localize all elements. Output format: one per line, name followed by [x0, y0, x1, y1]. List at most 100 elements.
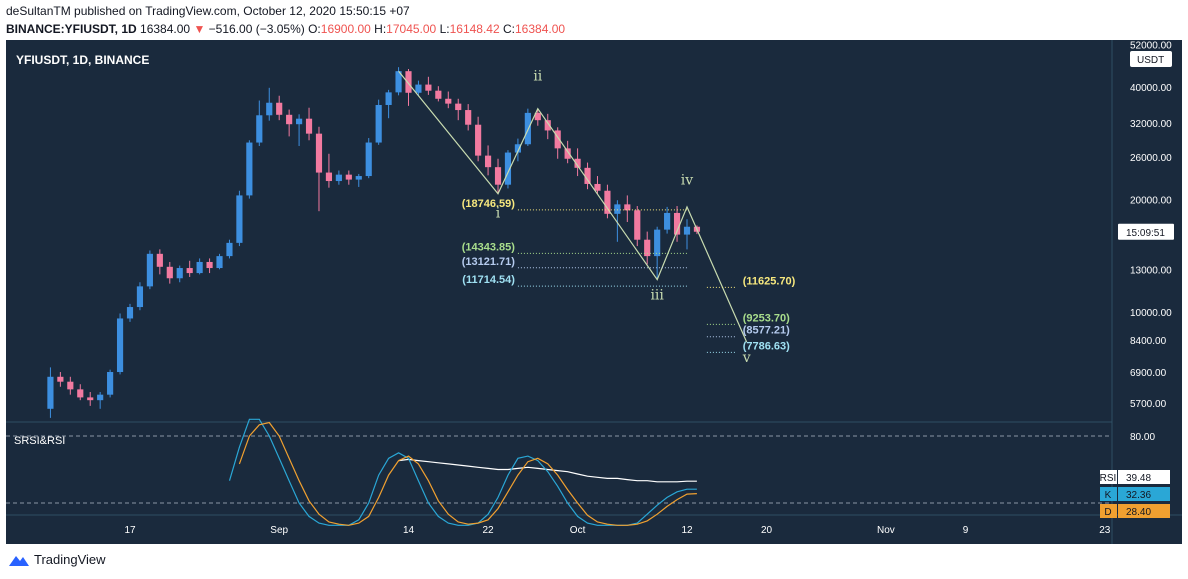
candle-body: [455, 103, 462, 111]
candle-body: [664, 212, 671, 230]
fib-level-label: (13121.71): [462, 256, 516, 268]
current-price-label: 15:09:51: [1126, 228, 1165, 239]
candle-body: [534, 112, 541, 121]
series-name-badge: [1100, 487, 1117, 501]
candle-body: [47, 376, 54, 409]
candle-body: [166, 266, 173, 279]
candle-body: [335, 174, 342, 182]
candle-body: [673, 212, 681, 235]
fib-level-label: (8577.21): [743, 325, 790, 337]
price-tick-label: 6900.00: [1130, 368, 1167, 379]
high-value: 17045.00: [386, 22, 437, 36]
publisher-line: deSultanTM published on TradingView.com,…: [6, 4, 410, 18]
series-name-label: RSI: [1100, 473, 1117, 484]
candle-body: [136, 286, 144, 308]
candle-body: [97, 394, 104, 401]
candle-body: [584, 167, 591, 184]
footer-brand: TradingView: [8, 552, 106, 567]
candle-body: [286, 114, 293, 125]
candle-body: [375, 104, 382, 143]
candle-body: [276, 102, 283, 115]
candle-body: [206, 261, 213, 269]
tradingview-logo-icon: [9, 555, 29, 566]
current-price-badge: [1118, 223, 1174, 240]
series-name-label: D: [1104, 507, 1111, 518]
oscillator-title: SRSI&RSI: [14, 435, 65, 447]
candle-body: [296, 118, 303, 125]
series-name-badge: [1100, 470, 1117, 484]
candle-body: [216, 256, 223, 269]
wave-label: i: [496, 205, 501, 221]
candle-body: [654, 229, 661, 257]
price-unit-label: USDT: [1137, 55, 1164, 66]
candle-body: [604, 190, 611, 214]
candle-body: [624, 204, 631, 211]
candle-body: [445, 98, 452, 104]
candle-body: [176, 268, 183, 279]
price-tick-label: 8400.00: [1130, 336, 1167, 347]
high-label: H:: [374, 22, 387, 36]
wave-label: iv: [681, 173, 693, 189]
time-tick-label: 23: [1099, 525, 1111, 536]
candle-body: [514, 144, 521, 153]
candle-body: [554, 130, 561, 149]
price-tick-label: 26000.00: [1130, 153, 1172, 164]
candle-body: [67, 381, 74, 390]
time-tick-label: Oct: [570, 525, 586, 536]
oscillator-series-line: [398, 458, 697, 483]
candle-body: [355, 176, 362, 180]
candle-body: [574, 158, 581, 168]
time-tick-label: 17: [124, 525, 136, 536]
candle-body: [305, 118, 313, 134]
candle-body: [683, 226, 691, 235]
series-value-label: 32.36: [1126, 490, 1151, 501]
chart-title: YFIUSDT, 1D, BINANCE: [16, 53, 149, 67]
candle-body: [494, 167, 502, 185]
candle-body: [365, 142, 372, 177]
series-value-badge: [1118, 470, 1170, 484]
oscillator-series-line: [228, 418, 697, 526]
chart-frame[interactable]: YFIUSDT, 1D, BINANCE 52000.00 40000.00 3200…: [6, 40, 1182, 544]
candle-body: [256, 115, 263, 143]
time-tick-label: Nov: [877, 525, 895, 536]
time-tick-label: 9: [963, 525, 969, 536]
candle-body: [594, 183, 601, 191]
candle-body: [504, 152, 512, 185]
price-unit-badge: [1130, 51, 1172, 67]
fib-level-label: (7786.63): [743, 340, 790, 352]
chart-canvas[interactable]: YFIUSDT, 1D, BINANCE 52000.00 40000.00 3200…: [6, 40, 1182, 544]
price-change: −516.00 (−3.05%): [208, 22, 305, 36]
candle-body: [425, 84, 432, 91]
price-tick-label: 5700.00: [1130, 399, 1167, 410]
candle-body: [484, 155, 492, 168]
price-tick-label: 20000.00: [1130, 195, 1172, 206]
change-arrow-icon: ▼: [193, 22, 206, 36]
candle-body: [315, 133, 323, 173]
oscillator-series-line: [238, 421, 697, 526]
candle-body: [77, 389, 84, 398]
candle-body: [544, 120, 551, 131]
fib-level-label: (14343.85): [462, 241, 516, 253]
fib-level-label: (11625.70): [743, 275, 796, 287]
price-tick-label: 13000.00: [1130, 265, 1172, 276]
series-value-badge: [1118, 504, 1170, 518]
series-value-label: 39.48: [1126, 473, 1151, 484]
close-value: 16384.00: [515, 22, 566, 36]
low-label: L:: [439, 22, 450, 36]
candle-body: [435, 90, 442, 99]
candle-body: [266, 102, 273, 116]
low-value: 16148.42: [449, 22, 500, 36]
candle-body: [236, 195, 243, 243]
fib-level-label: (9253.70): [743, 312, 790, 324]
last-price: 16384.00: [140, 22, 191, 36]
symbol-ohlc-line: BINANCE:YFIUSDT, 1D 16384.00 ▼ −516.00 (…: [6, 22, 565, 36]
candle-body: [415, 84, 422, 93]
series-name-badge: [1100, 504, 1117, 518]
fib-level-label: (11714.54): [462, 274, 515, 286]
time-tick-label: 20: [761, 525, 773, 536]
candle-body: [126, 307, 134, 319]
open-label: O:: [308, 22, 321, 36]
candle-body: [196, 261, 203, 274]
time-tick-label: 12: [681, 525, 693, 536]
candle-body: [644, 239, 651, 257]
